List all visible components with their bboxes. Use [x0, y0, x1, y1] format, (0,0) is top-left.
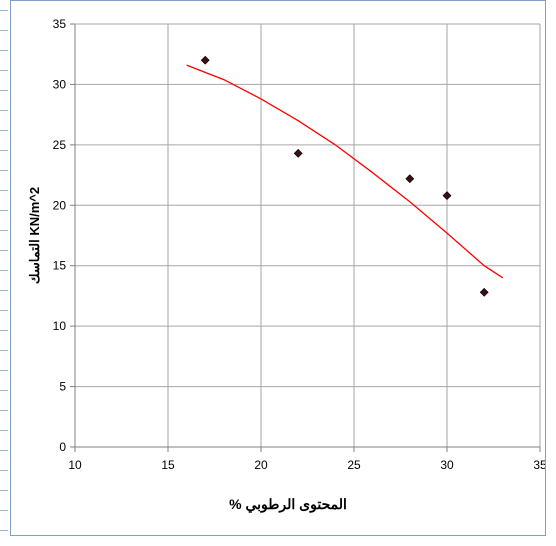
sheet-edge-tick	[0, 290, 8, 291]
x-axis-label: المحتوى الرطوبي %	[229, 496, 347, 513]
data-point	[442, 191, 452, 201]
sheet-edge-tick	[0, 410, 8, 411]
y-axis-title: التماسك KN/m^2	[27, 187, 42, 284]
sheet-edge-tick	[0, 250, 8, 251]
sheet-edge	[0, 0, 10, 546]
x-tick-label: 35	[533, 458, 545, 472]
x-tick-label: 30	[440, 458, 454, 472]
x-tick-label: 10	[68, 458, 82, 472]
sheet-edge-tick	[0, 330, 8, 331]
sheet-edge-tick	[0, 510, 8, 511]
y-tick-label: 0	[59, 440, 66, 454]
sheet-edge-tick	[0, 530, 8, 531]
y-tick-label: 25	[53, 138, 67, 152]
sheet-edge-tick	[0, 150, 8, 151]
sheet-edge-tick	[0, 370, 8, 371]
sheet-edge-tick	[0, 430, 8, 431]
chart-area: 10 15 20 25 30 35 0 5 10 15 20 25 30 35 التماسك KN/m…	[10, 0, 547, 536]
data-point	[405, 174, 415, 184]
sheet-edge-tick	[0, 190, 8, 191]
x-tick-label: 15	[161, 458, 175, 472]
sheet-edge-tick	[0, 30, 8, 31]
sheet-edge-tick	[0, 470, 8, 471]
data-point	[200, 55, 210, 65]
axes	[70, 23, 541, 452]
sheet-edge-tick	[0, 10, 8, 11]
y-tick-label: 35	[53, 17, 67, 31]
y-tick-label: 15	[53, 259, 67, 273]
data-points	[200, 55, 489, 297]
y-tick-label: 30	[53, 77, 67, 91]
sheet-edge-tick	[0, 110, 8, 111]
sheet-edge-tick	[0, 90, 8, 91]
sheet-edge-tick	[0, 70, 8, 71]
sheet-edge-tick	[0, 230, 8, 231]
sheet-edge-tick	[0, 310, 8, 311]
sheet-edge-tick	[0, 170, 8, 171]
y-tick-labels: 0 5 10 15 20 25 30 35	[53, 17, 67, 454]
trendline	[186, 64, 504, 279]
sheet-edge-tick	[0, 390, 8, 391]
x-tick-labels: 10 15 20 25 30 35	[68, 458, 547, 472]
sheet-edge-tick	[0, 490, 8, 491]
y-tick-label: 5	[59, 380, 66, 394]
sheet-edge-tick	[0, 210, 8, 211]
scatter-chart: 10 15 20 25 30 35 0 5 10 15 20 25 30 35 التماسك KN/m…	[27, 17, 547, 513]
data-point	[293, 148, 303, 158]
sheet-edge-tick	[0, 450, 8, 451]
y-tick-label: 10	[53, 319, 67, 333]
x-tick-label: 25	[347, 458, 361, 472]
gridlines	[75, 23, 541, 447]
data-point	[479, 287, 489, 297]
y-axis-label: التماسك KN/m^2	[27, 187, 42, 284]
x-tick-label: 20	[254, 458, 268, 472]
sheet-edge-tick	[0, 50, 8, 51]
sheet-edge-tick	[0, 350, 8, 351]
sheet-edge-tick	[0, 270, 8, 271]
sheet-edge-tick	[0, 130, 8, 131]
y-tick-label: 20	[53, 198, 67, 212]
